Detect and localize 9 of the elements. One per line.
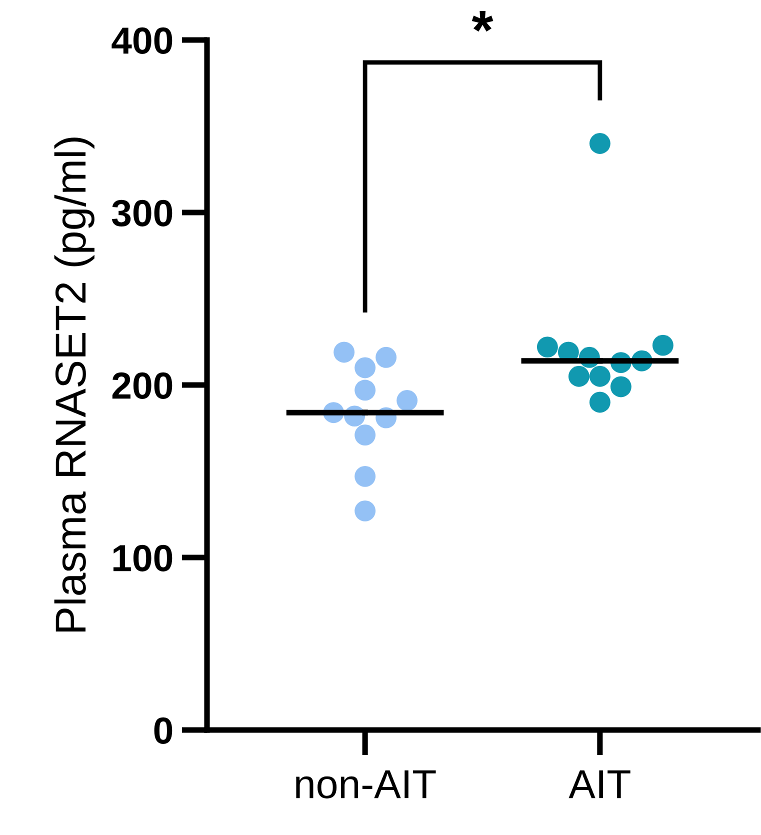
text: * [472, 10, 494, 32]
y-tick-label: 0 [154, 717, 172, 744]
y-tick-label: 400 [112, 27, 172, 54]
y-tick-label: 200 [112, 372, 172, 399]
y-tick-label: 300 [112, 200, 172, 227]
x-tick-label: non-AIT [296, 770, 436, 798]
y-axis-title: Plasma RNASET2 (pg/ml) [54, 138, 94, 632]
x-tick-label: AIT [568, 770, 630, 798]
y-tick-label: 100 [113, 544, 172, 572]
